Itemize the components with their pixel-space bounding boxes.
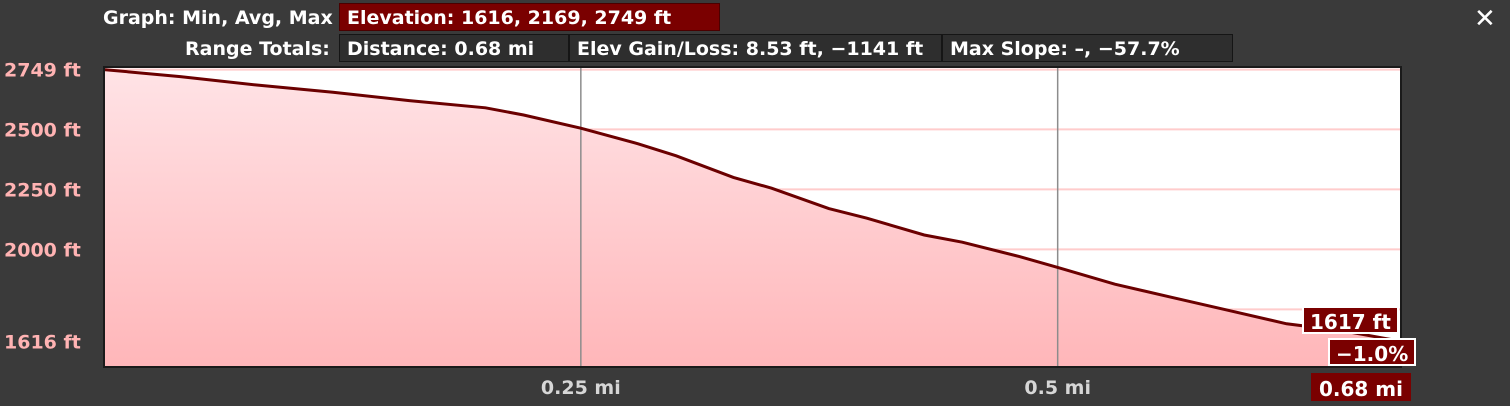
distance-total: Distance: 0.68 mi [339,34,569,62]
x-tick-label: 0.25 mi [541,377,621,399]
close-icon[interactable]: ✕ [1474,4,1496,34]
y-tick-label: 2749 ft [4,60,81,82]
elevation-summary: Elevation: 1616, 2169, 2749 ft [339,3,720,31]
graph-label: Graph: Min, Avg, Max [103,7,333,29]
elevation-line [103,68,1402,343]
elev-gain-loss-total: Elev Gain/Loss: 8.53 ft, −1141 ft [569,34,942,62]
cursor-elevation-label: 1617 ft [1302,306,1399,334]
range-totals-label: Range Totals: [185,38,330,60]
y-tick-label: 1616 ft [4,332,81,354]
cursor-slope-label: −1.0% [1328,338,1417,366]
x-tick-label: 0.5 mi [1024,377,1091,399]
max-slope-total: Max Slope: –, −57.7% [942,34,1233,62]
plot-frame [103,66,1402,368]
cursor-distance-label: 0.68 mi [1311,373,1412,401]
elevation-area [104,69,1401,367]
y-tick-label: 2250 ft [4,179,81,201]
y-tick-label: 2000 ft [4,239,81,261]
y-tick-label: 2500 ft [4,119,81,141]
